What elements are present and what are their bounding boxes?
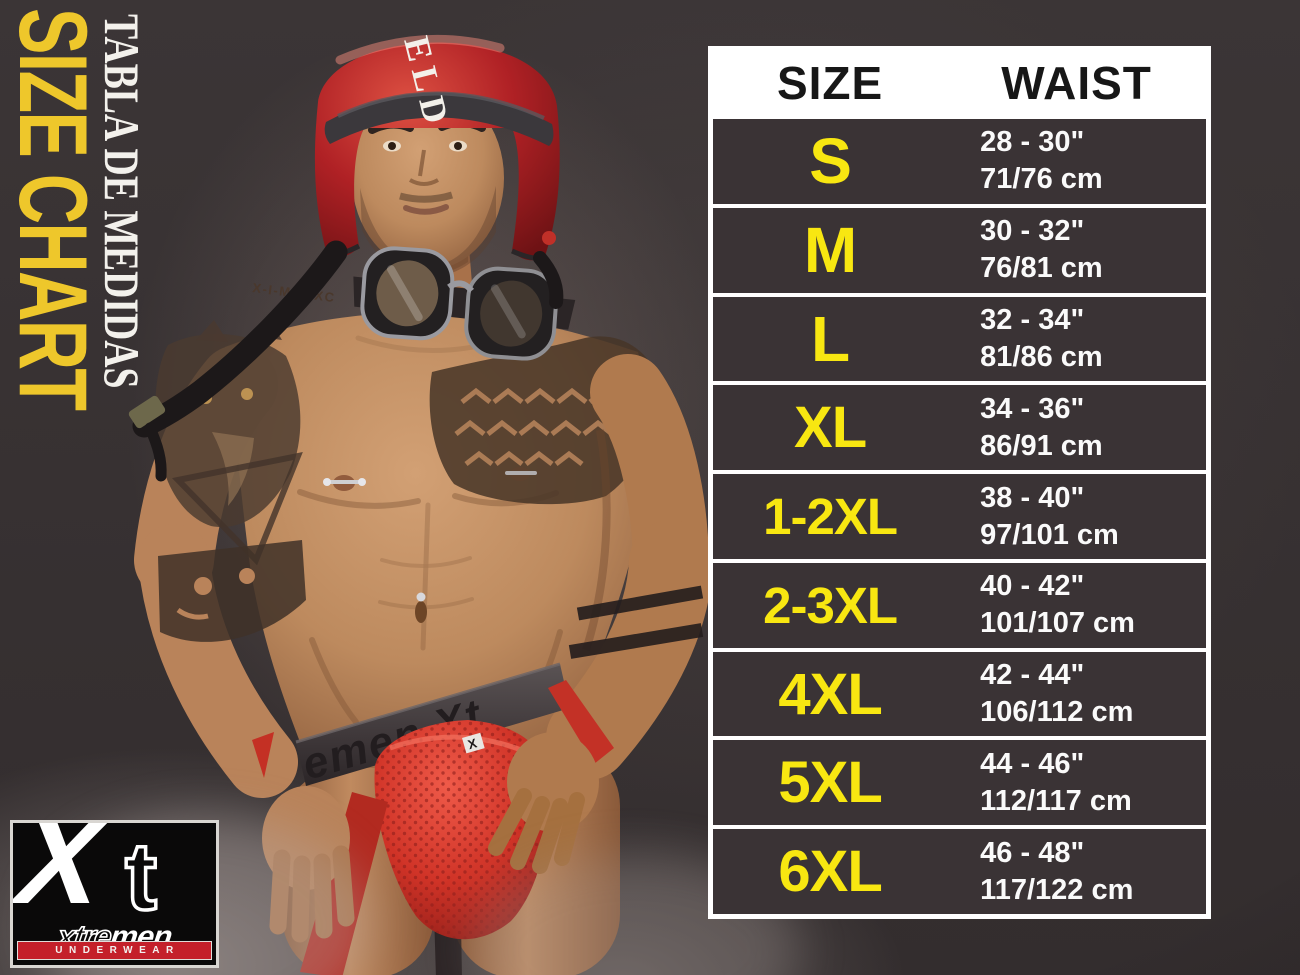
column-header-size: SIZE [776, 57, 884, 109]
size-value: S [809, 125, 852, 198]
waist-inches: 40 - 42" [980, 570, 1085, 603]
waist-value: 34 - 36" 86/91 cm [947, 391, 1206, 465]
logo-t-letter: t [123, 823, 158, 930]
size-table-header: SIZE WAIST [713, 51, 1206, 115]
navel-piercing [415, 592, 427, 623]
table-row: M 30 - 32" 76/81 cm [713, 203, 1206, 293]
size-value: 4XL [778, 661, 882, 727]
waist-cm: 71/76 cm [980, 163, 1103, 196]
waist-value: 44 - 46" 112/117 cm [947, 746, 1206, 820]
waist-value: 40 - 42" 101/107 cm [947, 568, 1206, 642]
page-title: SIZE CHART [0, 8, 106, 410]
waist-cm: 76/81 cm [980, 252, 1103, 285]
waist-inches: 46 - 48" [980, 836, 1085, 869]
logo-x-letter: X [11, 820, 109, 930]
table-row: XL 34 - 36" 86/91 cm [713, 381, 1206, 471]
size-value: 6XL [778, 839, 882, 905]
waist-inches: 30 - 32" [980, 215, 1085, 248]
page-subtitle: TABLA DE MEDIDAS [94, 14, 150, 389]
waist-inches: 28 - 30" [980, 126, 1085, 159]
waist-value: 46 - 48" 117/122 cm [947, 835, 1206, 909]
size-value: L [811, 302, 850, 375]
size-value: 2-3XL [763, 576, 898, 634]
table-row: 6XL 46 - 48" 117/122 cm [713, 825, 1206, 915]
waist-value: 38 - 40" 97/101 cm [947, 480, 1206, 554]
xtremen-logo: X t xtremen UNDERWEAR [10, 820, 219, 968]
waist-cm: 81/86 cm [980, 340, 1103, 373]
waist-inches: 44 - 46" [980, 747, 1085, 780]
size-value: 5XL [778, 750, 882, 816]
table-row: 4XL 42 - 44" 106/112 cm [713, 647, 1206, 737]
waist-value: 42 - 44" 106/112 cm [947, 657, 1206, 731]
table-row: L 32 - 34" 81/86 cm [713, 292, 1206, 382]
waist-cm: 101/107 cm [980, 607, 1135, 640]
waist-value: 30 - 32" 76/81 cm [947, 213, 1206, 287]
waist-value: 32 - 34" 81/86 cm [947, 302, 1206, 376]
waist-inches: 32 - 34" [980, 303, 1085, 336]
waist-cm: 86/91 cm [980, 429, 1103, 462]
waist-cm: 117/122 cm [980, 873, 1134, 906]
column-header-waist: WAIST [1001, 57, 1152, 109]
waist-value: 28 - 30" 71/76 cm [947, 124, 1206, 198]
size-table: SIZE WAIST S 28 - 30" 71/76 cm M 30 - 32… [708, 46, 1211, 919]
size-value: 1-2XL [763, 488, 898, 546]
waist-cm: 106/112 cm [980, 696, 1134, 729]
waist-inches: 38 - 40" [980, 481, 1085, 514]
table-row: S 28 - 30" 71/76 cm [713, 115, 1206, 204]
logo-underwear-banner: UNDERWEAR [17, 941, 212, 960]
table-row: 1-2XL 38 - 40" 97/101 cm [713, 470, 1206, 559]
table-row: 2-3XL 40 - 42" 101/107 cm [713, 558, 1206, 648]
size-value: M [803, 214, 857, 287]
table-row: 5XL 44 - 46" 112/117 cm [713, 736, 1206, 826]
waist-inches: 42 - 44" [980, 659, 1085, 692]
waist-cm: 97/101 cm [980, 518, 1119, 551]
size-value: XL [794, 395, 867, 461]
waist-cm: 112/117 cm [980, 784, 1132, 817]
waist-inches: 34 - 36" [980, 392, 1085, 425]
